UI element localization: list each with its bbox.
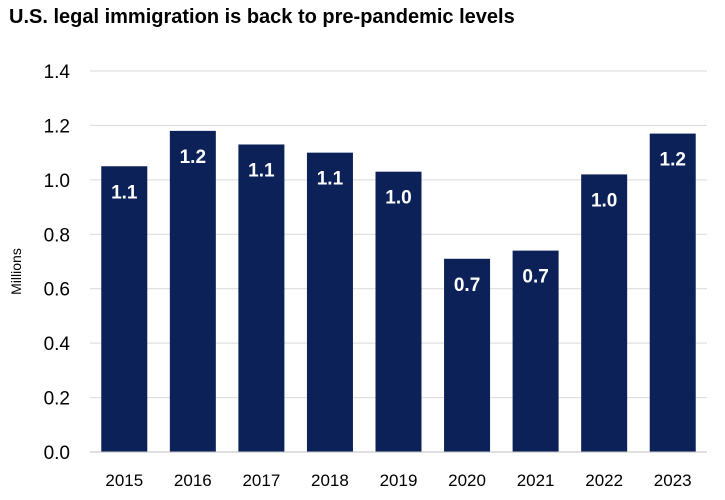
bar-2023 <box>649 133 696 453</box>
y-tick-label: 1.4 <box>44 62 71 83</box>
data-labels: 1.1 1.2 1.1 1.1 1.0 0.7 0.7 1.0 1.2 <box>111 147 686 296</box>
data-label-2017: 1.1 <box>248 160 275 181</box>
x-tick-label-2023: 2023 <box>654 471 692 490</box>
bar-2020 <box>444 258 491 452</box>
data-label-2015: 1.1 <box>111 182 138 203</box>
chart-title: U.S. legal immigration is back to pre-pa… <box>9 6 515 28</box>
y-tick-label: 0.6 <box>44 280 70 301</box>
data-label-2018: 1.1 <box>317 169 344 190</box>
x-tick-label-2020: 2020 <box>448 471 486 490</box>
x-tick-label-2022: 2022 <box>585 471 623 490</box>
data-label-2021: 0.7 <box>522 267 548 288</box>
bar-2017 <box>238 144 285 452</box>
x-tick-label-2021: 2021 <box>517 471 555 490</box>
data-label-2016: 1.2 <box>180 147 206 168</box>
bar-2022 <box>581 174 628 452</box>
y-axis-ticks: 0.0 0.2 0.4 0.6 0.8 1.0 1.2 1.4 <box>44 62 71 464</box>
data-label-2022: 1.0 <box>591 190 617 211</box>
bar-2019 <box>375 171 422 452</box>
x-tick-label-2018: 2018 <box>311 471 349 490</box>
bar-2016 <box>169 130 216 452</box>
x-axis-ticks: 2015 2016 2017 2018 2019 2020 2021 2022 2023 <box>105 471 691 490</box>
y-tick-label: 0.4 <box>44 334 71 355</box>
x-tick-label-2017: 2017 <box>242 471 280 490</box>
bar-2021 <box>512 250 559 452</box>
bar-2015 <box>101 166 148 452</box>
x-tick-label-2019: 2019 <box>380 471 418 490</box>
bar-2018 <box>306 152 353 452</box>
y-tick-label: 0.2 <box>44 389 70 410</box>
x-tick-label-2015: 2015 <box>105 471 143 490</box>
y-tick-label: 1.0 <box>44 171 70 192</box>
y-tick-label: 0.0 <box>44 443 70 464</box>
data-label-2019: 1.0 <box>385 188 411 209</box>
x-tick-label-2016: 2016 <box>174 471 212 490</box>
data-label-2023: 1.2 <box>660 150 686 171</box>
y-axis-title: Millions <box>8 248 24 295</box>
y-tick-label: 0.8 <box>44 225 70 246</box>
data-label-2020: 0.7 <box>454 275 480 296</box>
y-tick-label: 1.2 <box>44 116 70 137</box>
bars <box>101 130 696 453</box>
